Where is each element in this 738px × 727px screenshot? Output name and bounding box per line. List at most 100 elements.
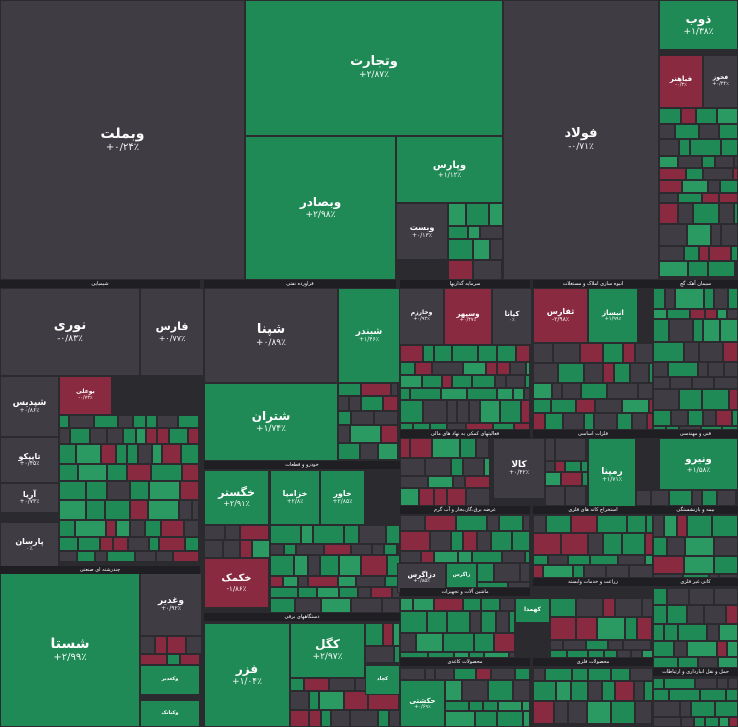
treemap-tile-small[interactable]: [644, 681, 653, 701]
treemap-tile-small[interactable]: [445, 701, 469, 711]
treemap-tile-small[interactable]: [470, 611, 481, 633]
treemap-tile-small[interactable]: [483, 701, 498, 711]
treemap-tile-small[interactable]: [497, 362, 510, 375]
treemap-tile-small[interactable]: [107, 428, 123, 444]
treemap-tile-small[interactable]: [480, 226, 503, 239]
treemap-tile-small[interactable]: [400, 488, 419, 506]
treemap-tile-small[interactable]: [434, 488, 447, 506]
treemap-tile-small[interactable]: [717, 309, 727, 319]
treemap-tile-small[interactable]: [463, 531, 477, 551]
treemap-tile-small[interactable]: [630, 363, 649, 383]
treemap-tile-small[interactable]: [510, 362, 526, 375]
treemap-tile-small[interactable]: [635, 701, 652, 724]
treemap-tile-small[interactable]: [146, 428, 157, 444]
treemap-tile[interactable]: وسپهر +۰/۴۷٪: [444, 288, 492, 345]
treemap-tile-small[interactable]: [615, 681, 634, 701]
treemap-tile-small[interactable]: [692, 377, 714, 389]
treemap-tile-small[interactable]: [361, 396, 383, 411]
treemap-tile-small[interactable]: [491, 531, 512, 551]
treemap-tile-small[interactable]: [463, 458, 484, 476]
treemap-tile-small[interactable]: [671, 410, 688, 426]
treemap-tile-small[interactable]: [554, 701, 568, 724]
treemap-tile-small[interactable]: [324, 544, 351, 555]
treemap-tile-small[interactable]: [678, 624, 707, 641]
treemap-tile-small[interactable]: [442, 375, 452, 388]
treemap-tile[interactable]: وبصادر +۲/۹۸٪: [245, 136, 396, 280]
treemap-tile-small[interactable]: [533, 383, 552, 399]
treemap-tile-small[interactable]: [100, 537, 113, 551]
treemap-tile-small[interactable]: [400, 375, 422, 388]
treemap-tile-small[interactable]: [659, 224, 687, 246]
treemap-tile-small[interactable]: [179, 500, 192, 520]
treemap-tile-small[interactable]: [500, 400, 521, 423]
treemap-tile-small[interactable]: [698, 362, 708, 377]
treemap-tile-small[interactable]: [702, 156, 715, 168]
treemap-tile-small[interactable]: [679, 426, 701, 430]
treemap-tile-small[interactable]: [611, 701, 635, 724]
treemap-tile-small[interactable]: [548, 555, 568, 565]
treemap-tile-small[interactable]: [545, 413, 563, 430]
treemap-tile-small[interactable]: [727, 309, 738, 319]
treemap-tile[interactable]: کیانا ۰٪: [492, 288, 532, 345]
treemap-tile-small[interactable]: [270, 555, 294, 576]
treemap-tile-small[interactable]: [351, 598, 382, 613]
treemap-tile-small[interactable]: [568, 555, 590, 565]
treemap-tile-small[interactable]: [298, 587, 317, 598]
treemap-tile-small[interactable]: [533, 533, 561, 555]
treemap-tile[interactable]: وکبانک: [140, 700, 200, 727]
treemap-tile-small[interactable]: [427, 611, 447, 633]
treemap-tile-small[interactable]: [270, 587, 298, 598]
treemap-tile-small[interactable]: [339, 587, 358, 598]
treemap-tile-small[interactable]: [469, 652, 484, 658]
treemap-tile-small[interactable]: [413, 423, 430, 430]
treemap-tile-small[interactable]: [313, 525, 344, 544]
treemap-tile-small[interactable]: [140, 654, 167, 665]
treemap-tile-small[interactable]: [78, 537, 100, 551]
treemap-tile-small[interactable]: [94, 415, 118, 428]
treemap-tile-small[interactable]: [567, 650, 588, 658]
treemap-tile-small[interactable]: [630, 668, 653, 681]
treemap-tile-small[interactable]: [338, 383, 361, 396]
treemap-tile-small[interactable]: [678, 156, 702, 168]
treemap-tile[interactable]: فخوز +۰/۴۴٪: [703, 55, 738, 108]
treemap-tile-small[interactable]: [561, 533, 588, 555]
treemap-tile-small[interactable]: [571, 515, 597, 533]
treemap-tile-small[interactable]: [584, 413, 594, 430]
treemap-tile-small[interactable]: [383, 623, 393, 646]
treemap-tile-small[interactable]: [180, 654, 200, 665]
treemap-tile-small[interactable]: [116, 444, 127, 464]
treemap-tile[interactable]: حکشتی +۰/۶۹٪: [400, 680, 445, 727]
treemap-tile-small[interactable]: [629, 565, 653, 578]
treemap-tile-small[interactable]: [400, 345, 423, 362]
treemap-tile-small[interactable]: [480, 400, 500, 423]
treemap-tile-small[interactable]: [295, 598, 321, 613]
treemap-tile-small[interactable]: [448, 239, 473, 260]
treemap-tile-small[interactable]: [681, 717, 694, 727]
treemap-tile-small[interactable]: [284, 544, 296, 555]
treemap-tile-small[interactable]: [659, 246, 684, 261]
treemap-tile-small[interactable]: [127, 444, 138, 464]
treemap-tile-small[interactable]: [148, 500, 179, 520]
treemap-tile[interactable]: فباهنر -۰/۳٪: [659, 55, 703, 108]
treemap-tile-small[interactable]: [498, 701, 522, 711]
treemap-tile-small[interactable]: [473, 239, 490, 260]
treemap-tile-small[interactable]: [107, 481, 130, 500]
treemap-tile-small[interactable]: [270, 544, 284, 555]
treemap-tile-small[interactable]: [447, 400, 457, 423]
treemap-tile-small[interactable]: [386, 525, 400, 544]
treemap-tile-small[interactable]: [400, 476, 428, 488]
treemap-tile-small[interactable]: [604, 650, 617, 658]
treemap-tile-small[interactable]: [106, 520, 116, 537]
treemap-tile-small[interactable]: [668, 362, 698, 377]
treemap-tile-small[interactable]: [622, 399, 649, 413]
treemap-tile-small[interactable]: [301, 525, 313, 544]
treemap-tile-small[interactable]: [653, 678, 664, 689]
treemap-tile-small[interactable]: [688, 261, 708, 277]
treemap-tile-small[interactable]: [400, 598, 413, 611]
treemap-tile-small[interactable]: [568, 701, 587, 724]
treemap-tile-small[interactable]: [415, 362, 432, 375]
treemap-tile-small[interactable]: [502, 551, 525, 563]
treemap-tile-small[interactable]: [400, 458, 425, 476]
treemap-tile-small[interactable]: [95, 551, 107, 562]
treemap-tile-small[interactable]: [466, 488, 490, 506]
